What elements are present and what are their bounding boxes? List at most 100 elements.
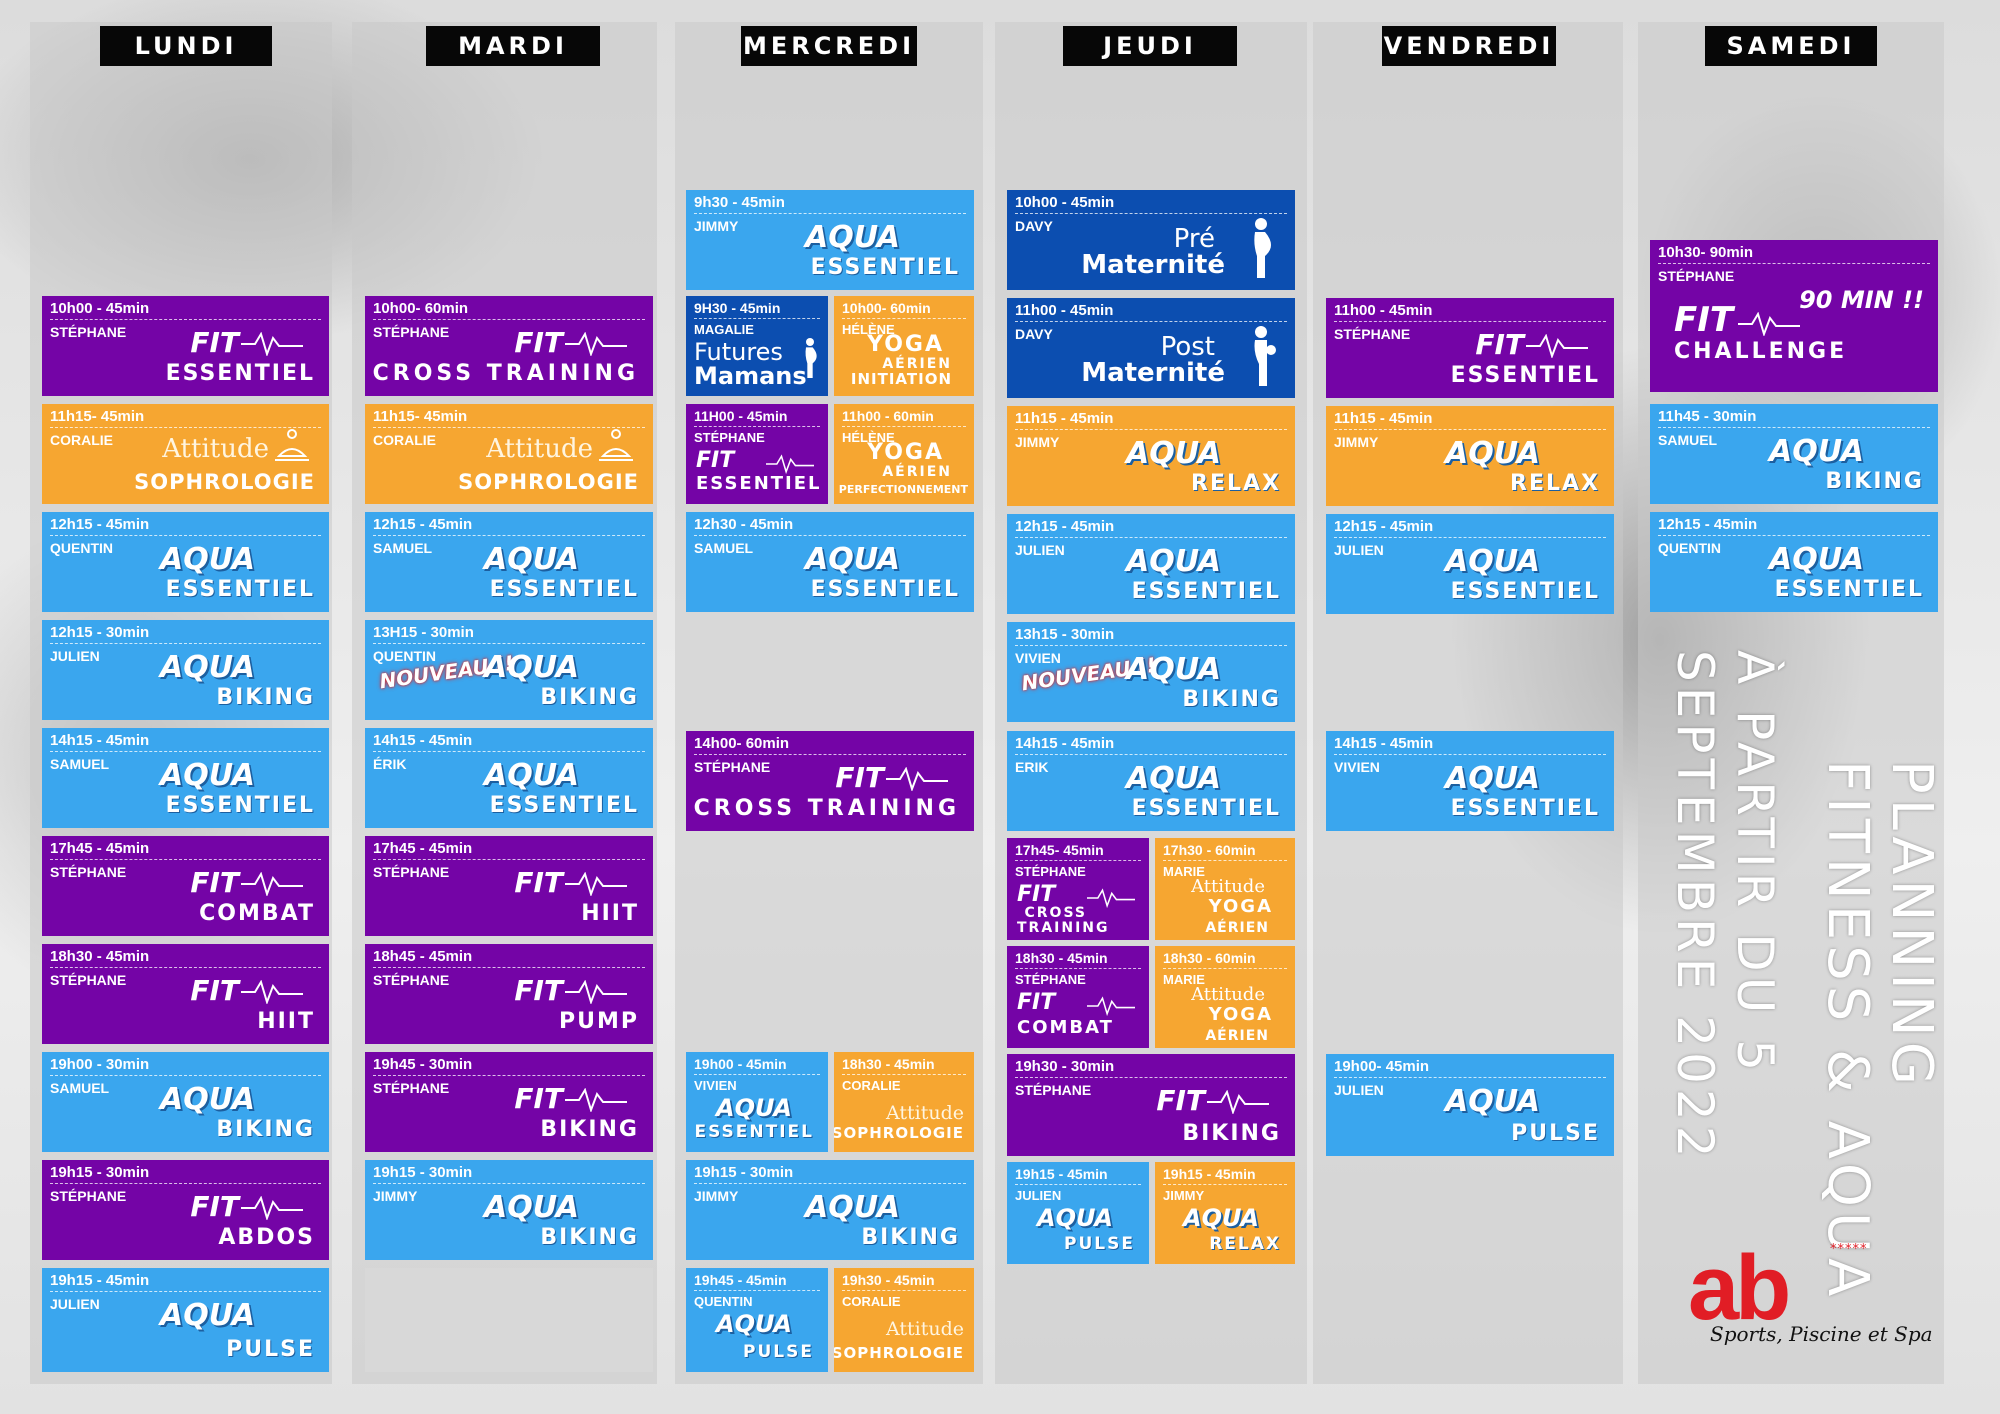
class-name: CROSS TRAINING [693,796,960,821]
class-card-mercredi-yoga-initiation[interactable]: 10h00- 60min HÉLÈNE YOGA AÉRIEN INITIATI… [834,296,974,396]
class-card-jeudi-aqua-essentiel[interactable]: 12h15 - 45min JULIEN AQUA ESSENTIEL [1007,514,1295,614]
class-card-mardi-aqua-biking[interactable]: 13H15 - 30min QUENTIN NOUVEAU !! AQUA BI… [365,620,653,720]
class-card-jeudi-aqua-essentiel-2[interactable]: 14h15 - 45min ERIK AQUA ESSENTIEL [1007,731,1295,831]
class-card-lundi-sophrologie[interactable]: 11h15- 45min CORALIE Attitude SOPHROLOGI… [42,404,329,504]
class-card-mercredi-yoga-perfectionnement[interactable]: 11h00 - 60min HÉLÈNE YOGA AÉRIEN PERFECT… [834,404,974,504]
class-card-mardi-fit-pump[interactable]: 18h45 - 45min STÉPHANE FIT PUMP [365,944,653,1044]
class-card-lundi-fit-combat[interactable]: 17h45 - 45min STÉPHANE FIT COMBAT [42,836,329,936]
pregnant-woman-icon [1254,218,1271,278]
class-card-mercredi-aqua-pulse[interactable]: 19h45 - 45min QUENTIN AQUA PULSE [686,1268,828,1372]
class-brand: FIT [190,974,239,1007]
class-card-lundi-aqua-biking[interactable]: 12h15 - 30min JULIEN AQUA BIKING [42,620,329,720]
duration-badge: 90 MIN !! [1799,286,1924,314]
class-card-mercredi-aqua-biking[interactable]: 19h15 - 30min JIMMY AQUA BIKING [686,1160,974,1260]
heartbeat-icon [241,980,303,1004]
class-card-jeudi-fit-combat[interactable]: 18h30 - 45min STÉPHANE FIT COMBAT [1007,946,1149,1048]
class-name: BIKING [540,1225,639,1250]
class-coach: QUENTIN [1658,540,1721,556]
class-card-vendredi-fit-essentiel[interactable]: 11h00 - 45min STÉPHANE FIT ESSENTIEL [1326,298,1614,398]
class-card-vendredi-aqua-essentiel[interactable]: 12h15 - 45min JULIEN AQUA ESSENTIEL [1326,514,1614,614]
class-card-vendredi-aqua-relax[interactable]: 11h15 - 45min JIMMY AQUA RELAX [1326,406,1614,506]
class-brand: FIT [190,866,239,899]
class-name: COMBAT [199,901,315,926]
class-card-mardi-fit-biking[interactable]: 19h45 - 30min STÉPHANE FIT BIKING [365,1052,653,1152]
class-card-jeudi-pre-maternite[interactable]: 10h00 - 45min DAVY Pré Maternité [1007,190,1295,290]
class-card-lundi-fit-hiit[interactable]: 18h30 - 45min STÉPHANE FIT HIIT [42,944,329,1044]
class-name: ESSENTIEL [810,577,960,602]
class-time: 9H30 - 45min [694,300,820,319]
class-card-vendredi-aqua-pulse[interactable]: 19h00- 45min JULIEN AQUA PULSE [1326,1054,1614,1156]
class-time: 10h00- 60min [842,300,966,319]
class-card-mercredi-sophrologie[interactable]: 18h30 - 45min CORALIE Attitude SOPHROLOG… [834,1052,974,1152]
class-brand: AQUA [805,542,900,577]
class-time: 14h15 - 45min [1334,735,1606,755]
class-card-mardi-aqua-essentiel[interactable]: 12h15 - 45min SAMUEL AQUA ESSENTIEL [365,512,653,612]
class-card-jeudi-yoga-aerien[interactable]: 17h30 - 60min MARIE Attitude YOGA AÉRIEN [1155,838,1295,940]
class-brand: FIT [835,761,884,794]
class-name: ESSENTIEL [1774,577,1924,602]
class-name: AÉRIEN [1205,920,1269,936]
class-card-jeudi-yoga-aerien-2[interactable]: 18h30 - 60min MARIE Attitude YOGA AÉRIEN [1155,946,1295,1048]
class-card-mercredi-aqua-essentiel-3[interactable]: 19h00 - 45min VIVIEN AQUA ESSENTIEL [686,1052,828,1152]
class-time: 19h30 - 45min [842,1272,966,1291]
class-time: 19h00 - 30min [50,1056,321,1076]
class-time: 18h30 - 45min [50,948,321,968]
class-card-jeudi-aqua-biking[interactable]: 13h15 - 30min VIVIEN NOUVEAU !! AQUA BIK… [1007,622,1295,722]
class-card-mercredi-sophrologie-2[interactable]: 19h30 - 45min CORALIE Attitude SOPHROLOG… [834,1268,974,1372]
class-brand: YOGA [867,440,944,465]
class-card-mardi-fit-hiit[interactable]: 17h45 - 45min STÉPHANE FIT HIIT [365,836,653,936]
class-time: 11h00 - 60min [842,408,966,427]
class-card-samedi-fit-challenge[interactable]: 10h30- 90min STÉPHANE FIT 90 MIN !! CHAL… [1650,240,1938,392]
class-card-jeudi-aqua-relax-2[interactable]: 19h15 - 45min JIMMY AQUA RELAX [1155,1162,1295,1264]
class-card-lundi-fit-abdos[interactable]: 19h15 - 30min STÉPHANE FIT ABDOS [42,1160,329,1260]
class-time: 12h15 - 45min [1015,518,1287,538]
heartbeat-icon [886,767,948,791]
class-card-lundi-aqua-essentiel-2[interactable]: 14h15 - 45min SAMUEL AQUA ESSENTIEL [42,728,329,828]
class-name: ESSENTIEL [1450,796,1600,821]
class-card-mercredi-aqua-essentiel-2[interactable]: 12h30 - 45min SAMUEL AQUA ESSENTIEL [686,512,974,612]
class-name: ESSENTIEL [1450,579,1600,604]
class-coach: JULIEN [50,1296,100,1312]
class-time: 11h00 - 45min [1334,302,1606,322]
class-time: 19h15 - 30min [694,1164,966,1184]
class-card-vendredi-aqua-essentiel-2[interactable]: 14h15 - 45min VIVIEN AQUA ESSENTIEL [1326,731,1614,831]
class-brand: AQUA [484,1190,579,1225]
class-name: ABDOS [218,1225,315,1250]
class-coach: SAMUEL [373,540,433,556]
class-card-jeudi-aqua-pulse[interactable]: 19h15 - 45min JULIEN AQUA PULSE [1007,1162,1149,1264]
class-card-mercredi-fit-cross-training[interactable]: 14h00- 60min STÉPHANE FIT CROSS TRAINING [686,731,974,831]
heartbeat-icon [565,332,627,356]
class-card-mercredi-futures-mamans[interactable]: 9H30 - 45min MAGALIE Futures Mamans [686,296,828,396]
class-card-mardi-aqua-biking-2[interactable]: 19h15 - 30min JIMMY AQUA BIKING [365,1160,653,1260]
class-brand: FIT [190,1190,239,1223]
class-card-lundi-aqua-essentiel[interactable]: 12h15 - 45min QUENTIN AQUA ESSENTIEL [42,512,329,612]
class-time: 14h15 - 45min [50,732,321,752]
class-coach: DAVY [1015,218,1053,234]
class-card-jeudi-fit-biking[interactable]: 19h30 - 30min STÉPHANE FIT BIKING [1007,1054,1295,1156]
class-coach: HÉLÈNE [842,430,895,445]
class-brand: AQUA [805,220,900,255]
class-card-jeudi-post-maternite[interactable]: 11h00 - 45min DAVY Post Maternité [1007,298,1295,398]
class-card-samedi-aqua-essentiel[interactable]: 12h15 - 45min QUENTIN AQUA ESSENTIEL [1650,512,1938,612]
class-name: ESSENTIEL [1131,796,1281,821]
class-card-mardi-sophrologie[interactable]: 11h15- 45min CORALIE Attitude SOPHROLOGI… [365,404,653,504]
class-card-lundi-fit-essentiel[interactable]: 10h00 - 45min STÉPHANE FIT ESSENTIEL [42,296,329,396]
class-card-lundi-aqua-pulse[interactable]: 19h15 - 45min JULIEN AQUA PULSE [42,1268,329,1372]
class-name: Maternité [1081,250,1225,280]
class-name: PULSE [743,1342,814,1362]
class-brand: Attitude [885,1102,964,1124]
class-coach: CORALIE [373,432,436,448]
class-card-mardi-fit-cross-training[interactable]: 10h00- 60min STÉPHANE FIT CROSS TRAINING [365,296,653,396]
class-card-jeudi-fit-cross-training[interactable]: 17h45- 45min STÉPHANE FIT CROSS TRAINING [1007,838,1149,940]
class-time: 17h45- 45min [1015,842,1141,861]
class-coach: SAMUEL [694,540,754,556]
class-time: 19h30 - 30min [1015,1058,1287,1078]
class-coach: JIMMY [373,1188,418,1204]
class-name: HIIT [581,901,639,926]
class-card-samedi-aqua-biking[interactable]: 11h45 - 30min SAMUEL AQUA BIKING [1650,404,1938,504]
class-card-lundi-aqua-biking-2[interactable]: 19h00 - 30min SAMUEL AQUA BIKING [42,1052,329,1152]
class-card-mercredi-aqua-essentiel[interactable]: 9h30 - 45min JIMMY AQUA ESSENTIEL [686,190,974,290]
class-card-mercredi-fit-essentiel[interactable]: 11H00 - 45min STÉPHANE FIT ESSENTIEL [686,404,828,504]
class-card-jeudi-aqua-relax[interactable]: 11h15 - 45min JIMMY AQUA RELAX [1007,406,1295,506]
class-card-mardi-aqua-essentiel-2[interactable]: 14h15 - 45min ÉRIK AQUA ESSENTIEL [365,728,653,828]
